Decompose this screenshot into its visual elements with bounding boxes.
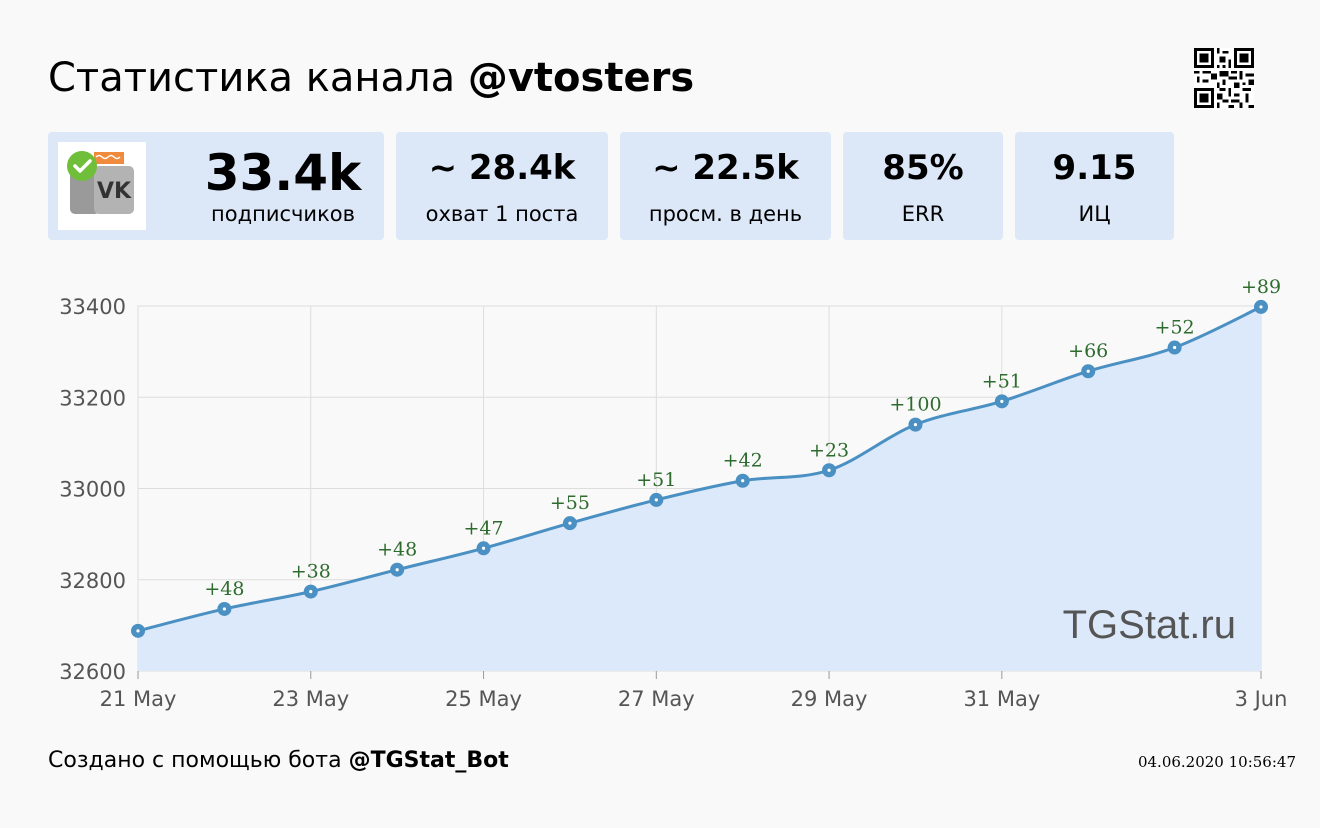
- data-point-center: [1173, 345, 1177, 350]
- stat-label: просм. в день: [648, 202, 803, 226]
- data-label: +38: [291, 561, 331, 583]
- x-tick-label: 25 May: [445, 687, 522, 711]
- stat-value: ~ 28.4k: [428, 148, 576, 188]
- data-label: +42: [723, 450, 763, 472]
- data-label: +89: [1241, 276, 1281, 298]
- x-tick-label: 31 May: [963, 687, 1040, 711]
- data-point-center: [136, 629, 140, 633]
- timestamp: 04.06.2020 10:56:47: [1137, 753, 1296, 771]
- stat-card-subscribers: VK 33.4k подписчиков: [48, 132, 384, 240]
- subscribers-chart: +48 +38 +48 +47 +55 +51 +42 +23 +100 +51 +66 +52 +89…: [59, 276, 1288, 711]
- footer-prefix: Создано с помощью бота: [48, 748, 342, 773]
- data-point-center: [309, 590, 313, 594]
- stat-card-reach: ~ 28.4k охват 1 поста: [396, 132, 608, 240]
- chart-area-fill: [138, 306, 1261, 671]
- y-tick-label: 33200: [59, 386, 126, 410]
- data-point-center: [827, 468, 831, 472]
- data-point-center: [568, 521, 572, 525]
- footer-credit: Создано с помощью бота @TGStat_Bot: [48, 746, 509, 776]
- data-point-center: [1259, 305, 1263, 309]
- vk-channel-avatar-icon: VK: [58, 142, 146, 230]
- page-title: Статистика канала @vtosters: [48, 52, 694, 104]
- stat-value: 85%: [882, 148, 964, 188]
- chart-points: +48 +38 +48 +47 +55 +51 +42 +23 +100 +51 +66 +52 +89: [131, 276, 1281, 638]
- data-label: +66: [1068, 340, 1108, 362]
- stat-card-index: 9.15 ИЦ: [1015, 132, 1174, 240]
- stat-label: подписчиков: [211, 202, 355, 226]
- avatar-text: VK: [97, 179, 132, 204]
- stat-label: ИЦ: [1078, 202, 1111, 226]
- qr-code-icon: [1194, 48, 1254, 108]
- data-label: +55: [550, 492, 590, 514]
- data-point-center: [395, 568, 399, 572]
- data-point-center: [1000, 399, 1004, 403]
- data-label: +47: [463, 517, 503, 539]
- x-tick-label: 3 Jun: [1235, 687, 1288, 711]
- stat-value: 9.15: [1052, 148, 1137, 188]
- data-label: +51: [982, 370, 1022, 392]
- data-label: +48: [377, 539, 417, 561]
- data-label: +23: [809, 439, 849, 461]
- y-tick-label: 32600: [59, 660, 126, 684]
- y-tick-label: 32800: [59, 569, 126, 593]
- data-point-center: [741, 479, 745, 483]
- x-tick-label: 27 May: [618, 687, 695, 711]
- data-point-center: [913, 423, 918, 427]
- data-label: +48: [204, 578, 244, 600]
- y-tick-label: 33400: [59, 295, 126, 319]
- data-point-center: [654, 498, 658, 502]
- x-axis-labels: 21 May 23 May 25 May 27 May 29 May 31 May 3 Ju…: [100, 687, 1288, 711]
- x-tick-label: 23 May: [272, 687, 349, 711]
- y-axis-labels: 32600 32800 33000 33200 33400: [59, 295, 126, 684]
- stat-card-daily-views: ~ 22.5k просм. в день: [620, 132, 831, 240]
- x-tick-label: 21 May: [100, 687, 177, 711]
- chart-series-line: [137, 305, 1262, 633]
- title-prefix: Статистика канала: [48, 55, 456, 101]
- data-label: +100: [889, 394, 941, 416]
- data-label: +51: [636, 469, 676, 491]
- data-label: +52: [1155, 317, 1195, 339]
- channel-name: @vtosters: [467, 55, 695, 101]
- stat-card-err: 85% ERR: [843, 132, 1003, 240]
- stat-label: ERR: [901, 202, 945, 226]
- stat-value: ~ 22.5k: [652, 148, 799, 188]
- watermark: TGStat.ru: [1063, 603, 1236, 647]
- data-point-center: [1086, 369, 1090, 373]
- stat-label: охват 1 поста: [425, 202, 579, 226]
- x-tick-label: 29 May: [791, 687, 868, 711]
- stat-value: 33.4k: [204, 144, 362, 202]
- bot-link[interactable]: @TGStat_Bot: [348, 748, 509, 773]
- data-point-center: [222, 607, 226, 611]
- y-tick-label: 33000: [59, 478, 126, 502]
- data-point-center: [481, 546, 486, 550]
